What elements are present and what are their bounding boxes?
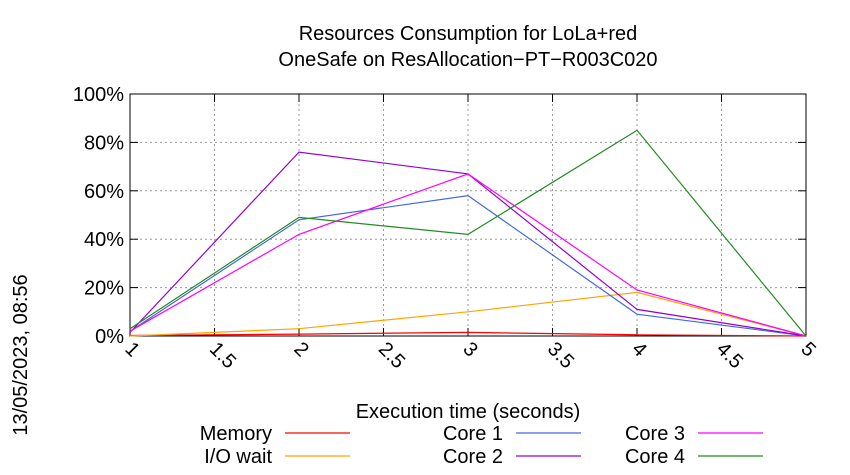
y-tick-label: 40% [84, 229, 124, 251]
legend-label-memory: Memory [200, 423, 272, 445]
y-tick-label: 100% [73, 84, 124, 106]
x-tick-label: 4 [627, 338, 650, 361]
series-line-core-1 [129, 194, 807, 337]
series-lines [129, 129, 807, 337]
x-tick-label: 3 [458, 338, 481, 361]
y-tick-label: 80% [84, 132, 124, 154]
timestamp-label: 13/05/2023, 08:56 [10, 274, 32, 435]
series-line-memory [129, 331, 807, 337]
x-tick-label: 1.5 [205, 338, 240, 373]
legend-label-core-1: Core 1 [443, 423, 503, 445]
legend-label-core-3: Core 3 [625, 423, 685, 445]
y-tick-label: 60% [84, 181, 124, 203]
x-axis-label: Execution time (seconds) [356, 401, 581, 423]
series-line-core-3 [129, 173, 807, 337]
x-tick-label: 4.5 [712, 338, 747, 373]
x-tick-label: 2.5 [374, 338, 409, 373]
y-tick-label: 0% [95, 326, 124, 348]
y-tick-label: 20% [84, 278, 124, 300]
series-line-core-4 [129, 129, 807, 337]
x-tick-label: 3.5 [543, 338, 578, 373]
legend-label-core-4: Core 4 [625, 446, 685, 468]
chart-title: Resources Consumption for LoLa+red [299, 23, 638, 45]
chart-subtitle: OneSafe on ResAllocation−PT−R003C020 [278, 49, 657, 71]
series-line-i-o-wait [129, 291, 807, 337]
x-tick-label: 2 [289, 338, 312, 361]
legend-label-i-o-wait: I/O wait [204, 446, 272, 468]
y-axis: 0% 20% 40% 60% 80% 100% [73, 84, 806, 348]
x-tick-label: 5 [796, 338, 819, 361]
grid [129, 93, 807, 337]
legend-label-core-2: Core 2 [443, 446, 503, 468]
